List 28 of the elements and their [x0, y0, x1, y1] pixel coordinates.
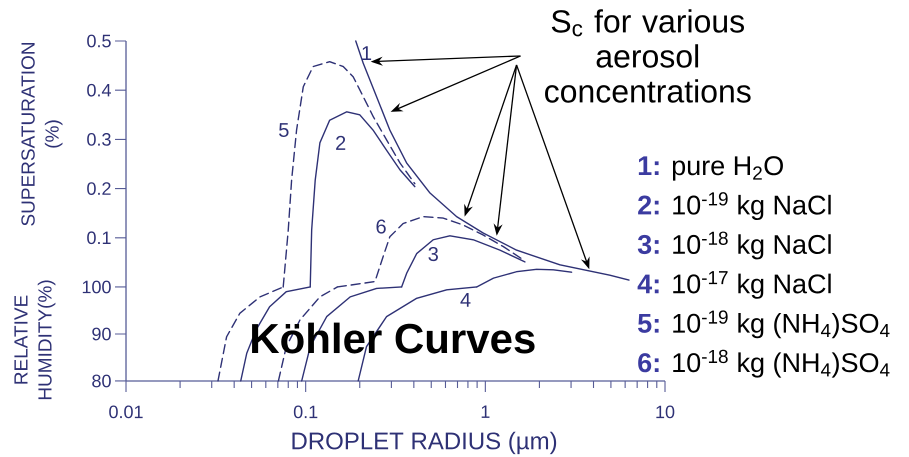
y-tick-label: 80	[92, 374, 111, 388]
series-label: 5	[279, 123, 289, 138]
series-label: 4	[460, 293, 471, 307]
y-tick-label: 0.2	[87, 182, 111, 195]
y-tick-label: 100	[82, 280, 111, 294]
annotation: 4: 10$^{-17}$ kg NaCl	[638, 271, 831, 299]
series-label: 2	[336, 136, 346, 150]
series-label: 1	[362, 46, 372, 60]
x-tick-label: 0.1	[294, 406, 318, 418]
y-tick-label: 0.4	[87, 84, 111, 97]
annotation: 1: pure H$_{2}$O	[638, 156, 783, 181]
series-label: 3	[428, 246, 438, 262]
x-tick-label: 0.01	[109, 406, 143, 418]
annotation: 6: 10$^{-18}$ kg (NH$_{4}$)SO$_{4}$	[638, 350, 890, 378]
series-label: 6	[376, 219, 386, 234]
y-tick-label: 90	[92, 328, 111, 340]
x-axis-title: DROPLET RADIUS (µm)	[292, 432, 556, 454]
annotation: S$_{c}$ for various aerosol concentrations	[545, 9, 751, 103]
y-axis-title: SUPERSATURATION (%)	[21, 42, 63, 226]
y-axis-title: RELATIVE HUMIDITY(%)	[14, 280, 56, 400]
x-tick-label: 1	[482, 406, 490, 418]
x-tick-label: 10	[656, 406, 674, 418]
y-tick-label: 0.1	[87, 231, 111, 244]
y-tick-label: 0.5	[87, 34, 111, 48]
y-tick-label: 0.3	[87, 133, 111, 146]
annotation: 5: 10$^{-19}$ kg (NH$_{4}$)SO$_{4}$	[638, 310, 890, 338]
annotation: 2: 10$^{-19}$ kg NaCl	[638, 192, 831, 220]
annotation: 3: 10$^{-18}$ kg NaCl	[638, 232, 831, 260]
